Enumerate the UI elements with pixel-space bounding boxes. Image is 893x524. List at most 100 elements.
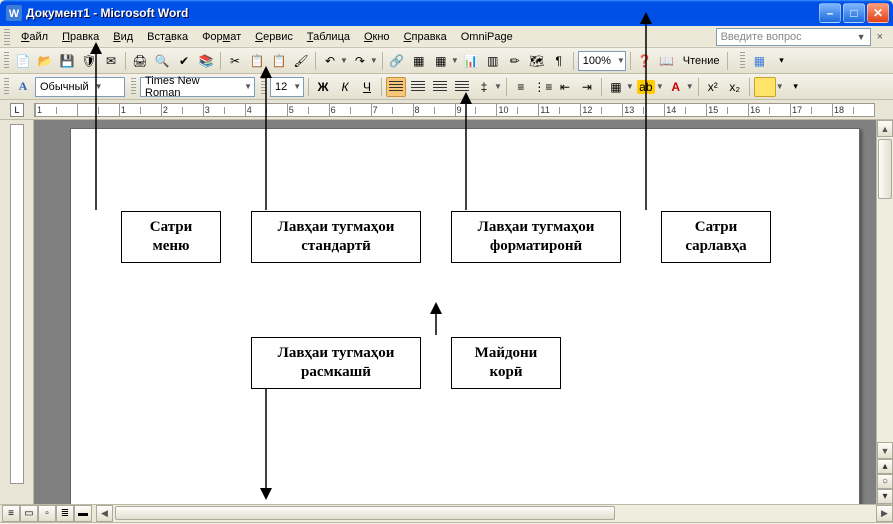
task-pane-button[interactable] (749, 51, 769, 71)
view-normal-button[interactable]: ≡ (2, 505, 20, 522)
print-button[interactable] (130, 51, 150, 71)
scroll-thumb[interactable] (115, 506, 615, 520)
document-viewport[interactable]: Сатрименю Лавҳаи тугмаҳоистандартӣ Лавҳа… (34, 120, 876, 504)
underline-button[interactable]: Ч (357, 77, 377, 97)
new-doc-button[interactable] (13, 51, 33, 71)
horizontal-ruler[interactable]: 112345678910111213141516171819 (34, 103, 875, 117)
italic-button[interactable]: К (335, 77, 355, 97)
document-page[interactable]: Сатрименю Лавҳаи тугмаҳоистандартӣ Лавҳа… (70, 128, 860, 504)
align-left-button[interactable] (386, 77, 406, 97)
scroll-track[interactable] (113, 505, 876, 522)
chevron-down-icon[interactable]: ▼ (340, 56, 348, 65)
menu-view[interactable]: Вид (106, 29, 140, 45)
toolbar-grip-icon[interactable] (4, 52, 9, 70)
permissions-button[interactable] (79, 51, 99, 71)
chevron-down-icon[interactable]: ▼ (370, 56, 378, 65)
next-page-button[interactable]: ▾ (877, 489, 893, 504)
subscript-button[interactable]: x₂ (725, 77, 745, 97)
font-color-button[interactable]: A (666, 77, 686, 97)
toolbar-grip-icon[interactable] (261, 78, 266, 96)
view-print-button[interactable]: ▫ (38, 505, 56, 522)
chevron-down-icon[interactable]: ▼ (494, 82, 502, 91)
copy-button[interactable] (247, 51, 267, 71)
read-mode-button[interactable] (657, 51, 677, 71)
align-justify-button[interactable] (452, 77, 472, 97)
toolbar-grip-icon[interactable] (131, 78, 136, 96)
align-center-button[interactable] (408, 77, 428, 97)
bullets-button[interactable]: ⋮≡ (533, 77, 553, 97)
scroll-down-button[interactable]: ▼ (877, 442, 893, 459)
menu-table[interactable]: Таблица (300, 29, 357, 45)
shading-button[interactable] (754, 77, 776, 97)
undo-button[interactable] (320, 51, 340, 71)
scroll-up-button[interactable]: ▲ (877, 120, 893, 137)
spellcheck-button[interactable] (174, 51, 194, 71)
vertical-ruler[interactable] (10, 124, 24, 484)
chevron-down-icon[interactable]: ▼ (451, 56, 459, 65)
font-size-combo[interactable]: 12▼ (270, 77, 304, 97)
toolbar-grip-icon[interactable] (4, 78, 9, 96)
horizontal-scrollbar[interactable]: ◀ ▶ (96, 505, 893, 522)
hyperlink-button[interactable] (387, 51, 407, 71)
bold-button[interactable]: Ж (313, 77, 333, 97)
menu-help[interactable]: Справка (397, 29, 454, 45)
style-combo[interactable]: Обычный▼ (35, 77, 125, 97)
show-marks-button[interactable] (549, 51, 569, 71)
research-button[interactable] (196, 51, 216, 71)
insert-excel-button[interactable] (461, 51, 481, 71)
scroll-right-button[interactable]: ▶ (876, 505, 893, 522)
minimize-button[interactable]: – (819, 3, 841, 23)
maximize-button[interactable]: □ (843, 3, 865, 23)
decrease-indent-button[interactable]: ⇤ (555, 77, 575, 97)
help-search-input[interactable]: Введите вопрос ▼ (716, 28, 871, 46)
tab-selector[interactable]: L (0, 100, 34, 119)
borders-button[interactable]: ▦ (606, 77, 626, 97)
menubar-close-icon[interactable]: × (871, 31, 889, 43)
columns-button[interactable] (483, 51, 503, 71)
menu-omnipage[interactable]: OmniPage (454, 29, 520, 45)
align-right-button[interactable] (430, 77, 450, 97)
prev-page-button[interactable]: ▴ (877, 459, 893, 474)
menu-edit[interactable]: Правка (55, 29, 106, 45)
menu-window[interactable]: Окно (357, 29, 397, 45)
print-preview-button[interactable] (152, 51, 172, 71)
mail-button[interactable] (101, 51, 121, 71)
close-button[interactable]: ✕ (867, 3, 889, 23)
scroll-track[interactable] (877, 137, 893, 442)
chevron-down-icon[interactable]: ▼ (626, 82, 634, 91)
save-button[interactable] (57, 51, 77, 71)
menu-insert[interactable]: Вставка (140, 29, 195, 45)
toolbar-options-button[interactable]: ▾ (771, 51, 791, 71)
drawing-toggle-button[interactable] (505, 51, 525, 71)
numbering-button[interactable]: ≡ (511, 77, 531, 97)
zoom-combo[interactable]: 100%▼ (578, 51, 626, 71)
line-spacing-button[interactable]: ‡ (474, 77, 494, 97)
scroll-thumb[interactable] (878, 139, 892, 199)
toolbar-options-button[interactable]: ▾ (786, 77, 806, 97)
font-combo[interactable]: Times New Roman▼ (140, 77, 255, 97)
cut-button[interactable] (225, 51, 245, 71)
view-outline-button[interactable]: ≣ (56, 505, 74, 522)
scroll-left-button[interactable]: ◀ (96, 505, 113, 522)
toolbar-grip-icon[interactable] (740, 52, 745, 70)
increase-indent-button[interactable]: ⇥ (577, 77, 597, 97)
styles-button[interactable] (13, 77, 33, 97)
menu-format[interactable]: Формат (195, 29, 248, 45)
help-button[interactable] (635, 51, 655, 71)
highlight-button[interactable]: ab (636, 77, 656, 97)
toolbar-grip-icon[interactable] (4, 29, 10, 45)
chevron-down-icon[interactable]: ▼ (686, 82, 694, 91)
format-painter-button[interactable] (291, 51, 311, 71)
chevron-down-icon[interactable]: ▼ (776, 82, 784, 91)
browse-object-button[interactable]: ○ (877, 474, 893, 489)
insert-table-button[interactable] (431, 51, 451, 71)
view-web-button[interactable]: ▭ (20, 505, 38, 522)
tables-borders-button[interactable] (409, 51, 429, 71)
paste-button[interactable] (269, 51, 289, 71)
open-button[interactable] (35, 51, 55, 71)
vertical-scrollbar[interactable]: ▲ ▼ ▴ ○ ▾ (876, 120, 893, 504)
menu-file[interactable]: Файл (14, 29, 55, 45)
menu-tools[interactable]: Сервис (248, 29, 300, 45)
view-reading-button[interactable]: ▬ (74, 505, 92, 522)
document-map-button[interactable] (527, 51, 547, 71)
